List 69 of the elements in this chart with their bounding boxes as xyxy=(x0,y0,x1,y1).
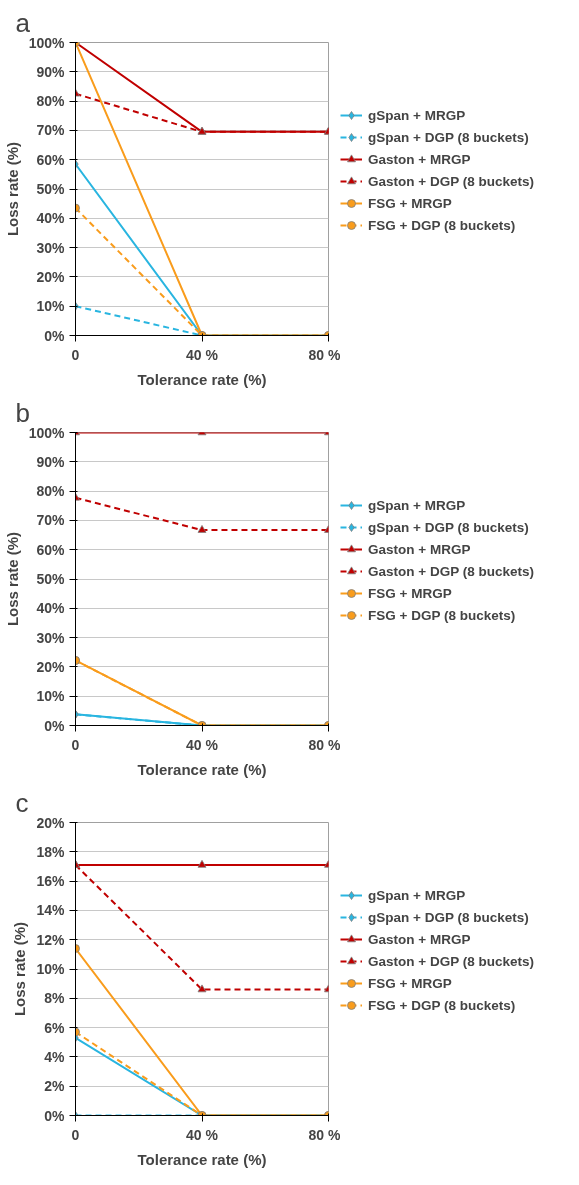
y-tick-label: 40% xyxy=(36,210,66,227)
legend-label: FSG + MRGP xyxy=(368,584,452,602)
y-tick-label: 10% xyxy=(36,688,66,705)
x-tick-label: 40 % xyxy=(186,346,219,363)
y-tick-label: 80% xyxy=(36,483,66,500)
y-tick-label: 60% xyxy=(36,151,66,168)
y-tick-label: 0% xyxy=(44,327,66,344)
y-tick-label: 20% xyxy=(36,814,66,831)
y-tick-label: 80% xyxy=(36,93,66,110)
y-tick-label: 16% xyxy=(36,873,66,890)
x-tick-label: 0 xyxy=(71,736,80,753)
y-tick-label: 4% xyxy=(44,1048,66,1065)
x-tick-label: 0 xyxy=(71,346,80,363)
y-tick-label: 70% xyxy=(36,122,66,139)
y-tick-label: 40% xyxy=(36,600,66,617)
y-tick-label: 0% xyxy=(44,1107,66,1124)
y-tick-label: 10% xyxy=(36,961,66,977)
legend-label: Gaston + DGP (8 buckets) xyxy=(368,172,534,190)
y-tick-label: 0% xyxy=(44,717,66,734)
legend-label: Gaston + MRGP xyxy=(368,930,471,948)
x-tick-label: 0 xyxy=(71,1126,80,1143)
x-axis-title: Tolerance rate (%) xyxy=(137,370,267,388)
y-tick-label: 90% xyxy=(36,453,66,470)
x-axis-title: Tolerance rate (%) xyxy=(137,760,267,778)
y-tick-label: 20% xyxy=(36,268,66,285)
x-tick-label: 80 % xyxy=(308,346,342,363)
y-tick-label: 50% xyxy=(36,571,66,587)
y-tick-label: 100% xyxy=(28,34,66,51)
legend-label: gSpan + MRGP xyxy=(368,106,466,124)
y-tick-label: 60% xyxy=(36,541,66,558)
legend-label: FSG + DGP (8 buckets) xyxy=(368,216,516,234)
x-tick-label: 40 % xyxy=(186,1126,219,1143)
x-tick-label: 40 % xyxy=(186,736,219,753)
legend-label: Gaston + DGP (8 buckets) xyxy=(368,952,534,970)
y-tick-label: 8% xyxy=(44,990,66,1007)
y-tick-label: 50% xyxy=(36,181,66,197)
legend-label: gSpan + DGP (8 buckets) xyxy=(368,908,529,926)
y-axis-title: Loss rate (%) xyxy=(3,531,21,627)
legend-label: Gaston + DGP (8 buckets) xyxy=(368,562,534,580)
y-tick-label: 20% xyxy=(36,658,66,675)
x-axis-title: Tolerance rate (%) xyxy=(137,1150,267,1168)
legend-label: gSpan + MRGP xyxy=(368,496,466,514)
legend-label: FSG + MRGP xyxy=(368,974,452,992)
legend-label: gSpan + DGP (8 buckets) xyxy=(368,518,529,536)
x-tick-label: 80 % xyxy=(308,1126,342,1143)
chart-title: a xyxy=(15,7,31,38)
y-tick-label: 90% xyxy=(36,63,66,80)
legend-label: FSG + DGP (8 buckets) xyxy=(368,996,516,1014)
y-tick-label: 30% xyxy=(36,239,66,256)
y-tick-label: 30% xyxy=(36,629,66,646)
legend-label: FSG + MRGP xyxy=(368,194,452,212)
legend-label: FSG + DGP (8 buckets) xyxy=(368,606,516,624)
legend-label: Gaston + MRGP xyxy=(368,540,471,558)
legend-label: Gaston + MRGP xyxy=(368,150,471,168)
y-axis-title: Loss rate (%) xyxy=(3,141,21,237)
y-tick-label: 14% xyxy=(36,902,66,919)
y-tick-label: 70% xyxy=(36,512,66,529)
chart-title: b xyxy=(15,397,30,428)
legend-label: gSpan + DGP (8 buckets) xyxy=(368,128,529,146)
y-tick-label: 2% xyxy=(44,1078,66,1095)
y-tick-label: 6% xyxy=(44,1019,66,1036)
chart-title: c xyxy=(15,787,29,818)
y-tick-label: 12% xyxy=(36,931,66,948)
y-axis-title: Loss rate (%) xyxy=(11,921,29,1017)
y-tick-label: 18% xyxy=(36,843,66,860)
y-tick-label: 10% xyxy=(36,298,66,315)
x-tick-label: 80 % xyxy=(308,736,342,753)
y-tick-label: 100% xyxy=(28,424,66,441)
legend-label: gSpan + MRGP xyxy=(368,886,466,904)
